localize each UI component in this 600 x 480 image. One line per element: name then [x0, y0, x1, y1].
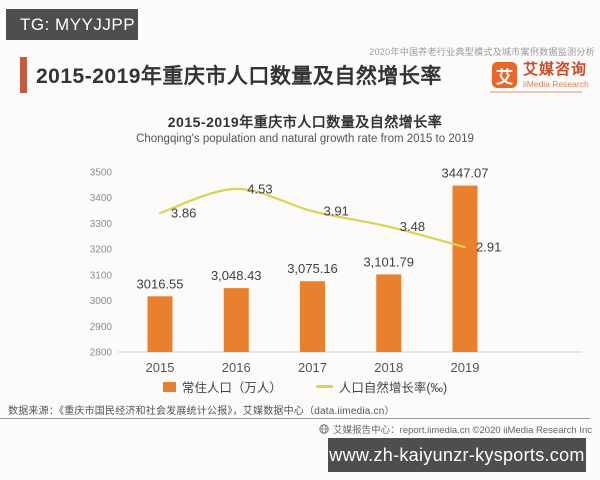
x-axis-label: 2019	[451, 360, 480, 375]
logo-name-cn: 艾媒咨询	[523, 61, 588, 78]
y-axis-tick: 3500	[90, 168, 113, 179]
bar-2016	[223, 288, 249, 352]
bar-2018	[376, 274, 402, 352]
tg-watermark-text: TG: MYYJJPP	[20, 14, 136, 34]
x-axis-label: 2017	[298, 360, 327, 375]
bar-value-label: 3016.55	[137, 276, 184, 291]
globe-icon	[319, 424, 329, 434]
legend-line-label: 人口自然增长率(‰)	[338, 381, 448, 395]
chart-title: 2015-2019年重庆市人口数量及自然增长率	[167, 114, 443, 130]
copyright-line: 艾媒报告中心：report.iimedia.cn ©2020 iiMedia R…	[319, 422, 592, 436]
x-axis-label: 2015	[146, 360, 175, 375]
tg-watermark-badge: TG: MYYJJPP	[6, 9, 138, 40]
bar-value-label: 3,048.43	[211, 268, 262, 283]
footer-divider	[0, 418, 590, 419]
copyright-text: 艾媒报告中心：report.iimedia.cn ©2020 iiMedia R…	[333, 425, 592, 436]
line-value-label: 4.53	[247, 181, 272, 196]
page-title: 2015-2019年重庆市人口数量及自然增长率	[36, 65, 442, 88]
logo-name-en: iiMedia Research	[523, 79, 589, 89]
legend-bar-label: 常住人口（万人）	[181, 381, 282, 395]
bar-2019	[452, 185, 478, 352]
line-value-label: 3.91	[324, 204, 349, 219]
header-accent-bar	[20, 57, 27, 93]
bar-value-label: 3,075.16	[287, 261, 338, 276]
line-value-label: 3.86	[171, 206, 196, 221]
y-axis-tick: 3400	[90, 193, 113, 204]
chart-subtitle: Chongqing's population and natural growt…	[136, 133, 474, 145]
x-axis-label: 2016	[222, 360, 251, 375]
line-value-label: 2.91	[476, 240, 501, 255]
bar-2015	[147, 296, 173, 352]
growth-rate-line	[158, 187, 467, 249]
legend-line-swatch-icon	[315, 385, 333, 388]
y-axis-tick: 3000	[90, 296, 113, 307]
domain-watermark-bar: www.zh-kaiyunzr-kysports.com	[328, 438, 586, 472]
legend-item-growth-rate: 人口自然增长率(‰)	[315, 377, 448, 396]
iimedia-logo-icon: 艾	[492, 62, 517, 88]
data-source-note: 数据来源：《重庆市国民经济和社会发展统计公报》，艾媒数据中心（data.iime…	[8, 406, 395, 417]
line-value-label: 3.48	[400, 219, 425, 234]
logo-underline	[490, 91, 582, 93]
x-axis-label: 2018	[374, 360, 403, 375]
report-tagline: 2020年中国养老行业典型模式及城市案例数据监测分析	[369, 47, 595, 57]
legend-bar-swatch-icon	[162, 381, 176, 392]
y-axis-tick: 3200	[90, 245, 113, 256]
iimedia-logo: 艾 艾媒咨询 iiMedia Research	[492, 62, 589, 89]
y-axis-tick: 2800	[90, 348, 113, 359]
legend-item-population: 常住人口（万人）	[162, 377, 282, 396]
bar-value-label: 3,101.79	[363, 254, 414, 269]
domain-watermark-text: www.zh-kaiyunzr-kysports.com	[329, 444, 585, 465]
chart-legend: 常住人口（万人） 人口自然增长率(‰)	[10, 377, 600, 396]
chart-svg: 2800 2900 3000 3100 3200 3300 3400 3500 3016.55 3…	[90, 166, 582, 375]
bar-2017	[300, 281, 325, 352]
bar-value-label: 3447.07	[442, 166, 489, 181]
y-axis-tick: 3100	[90, 270, 113, 281]
y-axis-tick: 3300	[90, 219, 113, 230]
y-axis-tick: 2900	[90, 322, 113, 333]
